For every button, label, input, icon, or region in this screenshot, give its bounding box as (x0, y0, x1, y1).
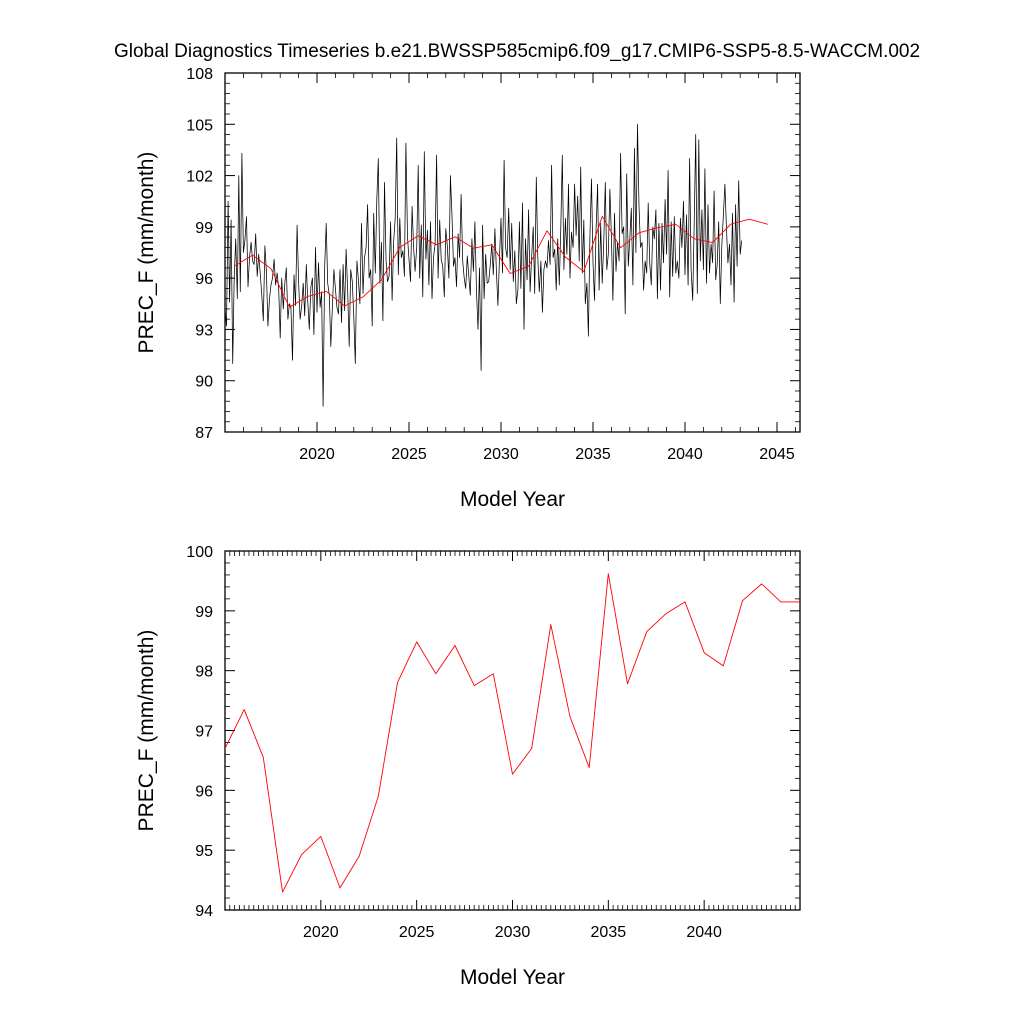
x-tick-label: 2020 (299, 446, 335, 463)
y-tick-label: 102 (186, 169, 213, 186)
y-axis-title: PREC_F (mm/month) (135, 630, 158, 832)
annual-mean-line (225, 573, 800, 893)
monthly-series-line (225, 123, 743, 407)
y-tick-label: 96 (195, 783, 213, 800)
y-tick-label: 99 (195, 220, 213, 237)
x-tick-label: 2030 (483, 446, 519, 463)
x-tick-label: 2035 (591, 924, 627, 941)
top-panel: 2020 2025 2030 2035 2040 2045 87 90 93 96 99 102 105… (135, 66, 801, 511)
x-tick-label: 2020 (303, 924, 339, 941)
x-axis-title: Model Year (460, 966, 565, 989)
y-axis-title: PREC_F (mm/month) (135, 152, 158, 354)
x-tick-label: 2035 (575, 446, 611, 463)
y-tick-label: 100 (186, 544, 213, 561)
x-tick-label: 2030 (495, 924, 531, 941)
y-tick-label: 108 (186, 66, 213, 83)
chart-title: Global Diagnostics Timeseries b.e21.BWSS… (114, 41, 920, 62)
plot-frame (224, 550, 801, 911)
x-tick-label: 2040 (667, 446, 703, 463)
x-tick-label: 2025 (399, 924, 435, 941)
x-axis-title: Model Year (460, 488, 565, 511)
y-tick-label: 90 (195, 374, 213, 391)
bottom-panel: 2020 2025 2030 2035 2040 94 95 96 97 98 99 100 Model… (135, 544, 801, 989)
y-tick-label: 97 (195, 724, 213, 741)
x-tick-label: 2025 (391, 446, 427, 463)
y-tick-label: 93 (195, 322, 213, 339)
y-tick-label: 95 (195, 843, 213, 860)
plot-frame (224, 72, 801, 433)
x-tick-label: 2045 (759, 446, 795, 463)
y-tick-label: 94 (195, 903, 213, 920)
y-tick-label: 105 (186, 117, 213, 134)
y-tick-label: 98 (195, 664, 213, 681)
y-tick-label: 96 (195, 271, 213, 288)
x-tick-label: 2040 (686, 924, 722, 941)
y-tick-label: 87 (195, 425, 213, 442)
y-tick-label: 99 (195, 604, 213, 621)
annual-mean-line (233, 215, 768, 308)
